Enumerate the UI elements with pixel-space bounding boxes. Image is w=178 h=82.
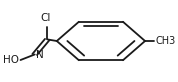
Text: CH3: CH3	[155, 36, 176, 46]
Text: HO: HO	[3, 55, 19, 65]
Text: N: N	[35, 50, 43, 60]
Text: Cl: Cl	[41, 13, 51, 23]
